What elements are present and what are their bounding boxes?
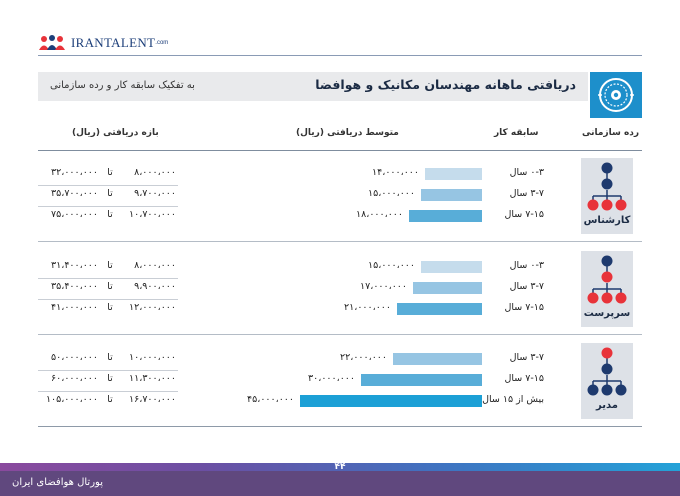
average-bar	[421, 189, 482, 201]
range-min-value: ۱۰،۷۰۰،۰۰۰	[129, 209, 176, 220]
page-number: ۴۴	[334, 462, 346, 472]
average-value: ۱۴،۰۰۰،۰۰۰	[372, 167, 419, 178]
org-chart-supervisor-icon	[585, 255, 629, 309]
range-separator: تا	[107, 373, 113, 384]
logo-people-icon	[39, 35, 65, 50]
footer-gradient-strip	[0, 463, 680, 471]
role-box-1: سرپرست	[581, 251, 633, 327]
experience-label: ۷-۱۵ سال	[504, 373, 544, 384]
role-label: سرپرست	[583, 308, 631, 319]
average-value: ۱۸،۰۰۰،۰۰۰	[356, 209, 403, 220]
average-bar	[361, 374, 482, 386]
average-bar	[421, 261, 482, 273]
row-divider	[38, 206, 178, 207]
range-separator: تا	[107, 209, 113, 220]
average-bar	[393, 353, 482, 365]
range-min-value: ۹،۹۰۰،۰۰۰	[134, 281, 176, 292]
header-divider	[38, 55, 642, 56]
range-min-value: ۱۱،۳۰۰،۰۰۰	[129, 373, 176, 384]
range-separator: تا	[107, 394, 113, 405]
average-value: ۱۵،۰۰۰،۰۰۰	[368, 260, 415, 271]
header-range: بازه دریافتی (ریال)	[72, 128, 159, 138]
range-max-value: ۳۱،۴۰۰،۰۰۰	[51, 260, 98, 271]
experience-label: ۷-۱۵ سال	[504, 302, 544, 313]
range-max-value: ۷۵،۰۰۰،۰۰۰	[51, 209, 98, 220]
header-average: متوسط دریافتی (ریال)	[296, 128, 399, 138]
average-bar	[413, 282, 482, 294]
range-min-value: ۱۶،۷۰۰،۰۰۰	[129, 394, 176, 405]
average-bar	[409, 210, 482, 222]
range-max-value: ۵۰،۰۰۰،۰۰۰	[51, 352, 98, 363]
range-separator: تا	[107, 352, 113, 363]
row-divider	[38, 278, 178, 279]
average-bar	[397, 303, 482, 315]
title-bar: دریافتی ماهانه مهندسان مکانیک و هوافضا ب…	[38, 72, 588, 101]
row-divider	[38, 391, 178, 392]
group-divider	[38, 241, 642, 242]
range-max-value: ۶۰،۰۰۰،۰۰۰	[51, 373, 98, 384]
range-separator: تا	[107, 260, 113, 271]
group-divider	[38, 426, 642, 427]
experience-label: ۳-۷ سال	[509, 281, 544, 292]
average-value: ۱۷،۰۰۰،۰۰۰	[360, 281, 407, 292]
range-max-value: ۳۵،۴۰۰،۰۰۰	[51, 281, 98, 292]
turbine-icon	[590, 72, 642, 118]
row-divider	[38, 370, 178, 371]
average-value: ۲۲،۰۰۰،۰۰۰	[340, 352, 387, 363]
experience-label: ۳-۷ سال	[509, 352, 544, 363]
group-divider	[38, 334, 642, 335]
page-title: دریافتی ماهانه مهندسان مکانیک و هوافضا	[315, 77, 576, 92]
experience-label: ۰-۳ سال	[509, 260, 544, 271]
footer-portal-name: پورتال هوافضای ایران	[12, 477, 103, 488]
range-min-value: ۸،۰۰۰،۰۰۰	[134, 167, 176, 178]
row-divider	[38, 299, 178, 300]
role-box-0: کارشناس	[581, 158, 633, 234]
range-separator: تا	[107, 167, 113, 178]
average-value: ۲۱،۰۰۰،۰۰۰	[344, 302, 391, 313]
logo-domain: .com	[155, 40, 169, 46]
role-label: کارشناس	[583, 215, 631, 226]
experience-label: ۷-۱۵ سال	[504, 209, 544, 220]
range-max-value: ۴۱،۰۰۰،۰۰۰	[51, 302, 98, 313]
footer-band: پورتال هوافضای ایران	[0, 471, 680, 496]
experience-label: ۳-۷ سال	[509, 188, 544, 199]
range-min-value: ۹،۷۰۰،۰۰۰	[134, 188, 176, 199]
average-value: ۴۵،۰۰۰،۰۰۰	[247, 394, 294, 405]
range-separator: تا	[107, 281, 113, 292]
range-min-value: ۱۰،۰۰۰،۰۰۰	[129, 352, 176, 363]
range-min-value: ۱۲،۰۰۰،۰۰۰	[129, 302, 176, 313]
header-level: رده سازمانی	[582, 128, 640, 138]
org-chart-expert-icon	[585, 162, 629, 216]
range-max-value: ۳۵،۷۰۰،۰۰۰	[51, 188, 98, 199]
range-min-value: ۸،۰۰۰،۰۰۰	[134, 260, 176, 271]
page-subtitle: به تفکیک سابقه کار و رده سازمانی	[50, 80, 195, 91]
range-max-value: ۱۰۵،۰۰۰،۰۰۰	[45, 394, 98, 405]
experience-label: ۰-۳ سال	[509, 167, 544, 178]
row-divider	[38, 185, 178, 186]
role-box-2: مدیر	[581, 343, 633, 419]
org-chart-manager-icon	[585, 347, 629, 401]
header-rule	[38, 150, 642, 151]
experience-label: بیش از ۱۵ سال	[482, 394, 544, 405]
range-max-value: ۳۲،۰۰۰،۰۰۰	[51, 167, 98, 178]
average-bar	[300, 395, 482, 407]
irantalent-logo: IRANTALENT .com	[38, 34, 168, 52]
role-label: مدیر	[596, 400, 618, 411]
average-value: ۱۵،۰۰۰،۰۰۰	[368, 188, 415, 199]
average-value: ۳۰،۰۰۰،۰۰۰	[308, 373, 355, 384]
range-separator: تا	[107, 188, 113, 199]
average-bar	[425, 168, 482, 180]
range-separator: تا	[107, 302, 113, 313]
logo-wordmark: IRANTALENT	[71, 35, 156, 50]
header-experience: سابقه کار	[494, 128, 539, 138]
